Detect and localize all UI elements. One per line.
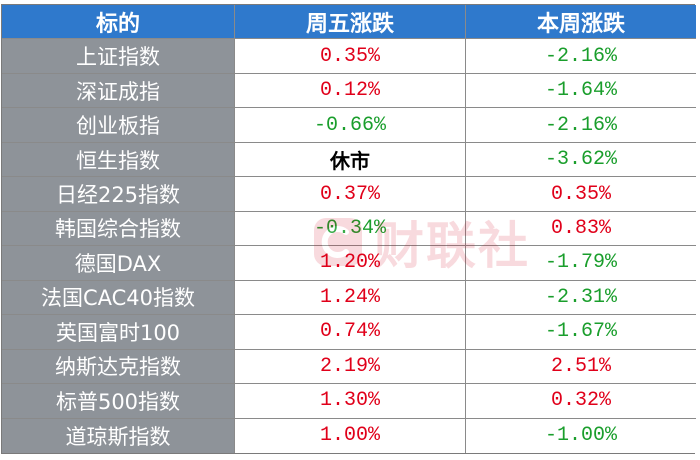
index-name: 道琼斯指数 xyxy=(2,418,235,453)
weekly-change-value: 0.83% xyxy=(466,211,696,247)
index-name: 恒生指数 xyxy=(2,142,235,178)
weekly-change-value: -2.31% xyxy=(466,280,696,316)
weekly-change-value: -1.79% xyxy=(466,246,696,281)
friday-change-value: 1.00% xyxy=(235,418,466,453)
friday-change-value: 0.12% xyxy=(235,73,466,109)
header-weekly-change: 本周涨跌 xyxy=(466,5,696,40)
index-name: 纳斯达克指数 xyxy=(2,349,235,385)
index-name: 标普500指数 xyxy=(2,384,235,419)
weekly-change-value: -3.62% xyxy=(466,142,696,178)
weekly-change-value: 2.51% xyxy=(466,349,696,385)
index-name: 上证指数 xyxy=(2,39,235,74)
weekly-change-value: 0.32% xyxy=(466,384,696,419)
friday-change-value: -0.66% xyxy=(235,108,466,143)
market-table: 标的 周五涨跌 本周涨跌 上证指数 0.35% -2.16% 深证成指 0.12% -1.… xyxy=(1,4,696,454)
index-name: 日经225指数 xyxy=(2,177,235,212)
friday-change-value: 2.19% xyxy=(235,349,466,385)
weekly-change-value: -1.64% xyxy=(466,73,696,109)
friday-change-value: 0.35% xyxy=(235,39,466,74)
friday-change-value: 1.30% xyxy=(235,384,466,419)
header-friday-change: 周五涨跌 xyxy=(235,5,466,40)
index-name: 韩国综合指数 xyxy=(2,211,235,247)
index-name: 法国CAC40指数 xyxy=(2,280,235,316)
weekly-change-value: -1.67% xyxy=(466,315,696,350)
header-target: 标的 xyxy=(2,5,235,40)
weekly-change-value: -2.16% xyxy=(466,39,696,74)
index-name: 深证成指 xyxy=(2,73,235,109)
index-name: 英国富时100 xyxy=(2,315,235,350)
friday-change-value: 1.20% xyxy=(235,246,466,281)
weekly-change-value: -1.00% xyxy=(466,418,696,453)
weekly-change-value: -2.16% xyxy=(466,108,696,143)
index-name: 德国DAX xyxy=(2,246,235,281)
weekly-change-value: 0.35% xyxy=(466,177,696,212)
friday-change-value: 1.24% xyxy=(235,280,466,316)
friday-change-value: 0.74% xyxy=(235,315,466,350)
friday-change-value: -0.34% xyxy=(235,211,466,247)
friday-change-value: 0.37% xyxy=(235,177,466,212)
friday-change-value: 休市 xyxy=(235,142,466,178)
index-name: 创业板指 xyxy=(2,108,235,143)
